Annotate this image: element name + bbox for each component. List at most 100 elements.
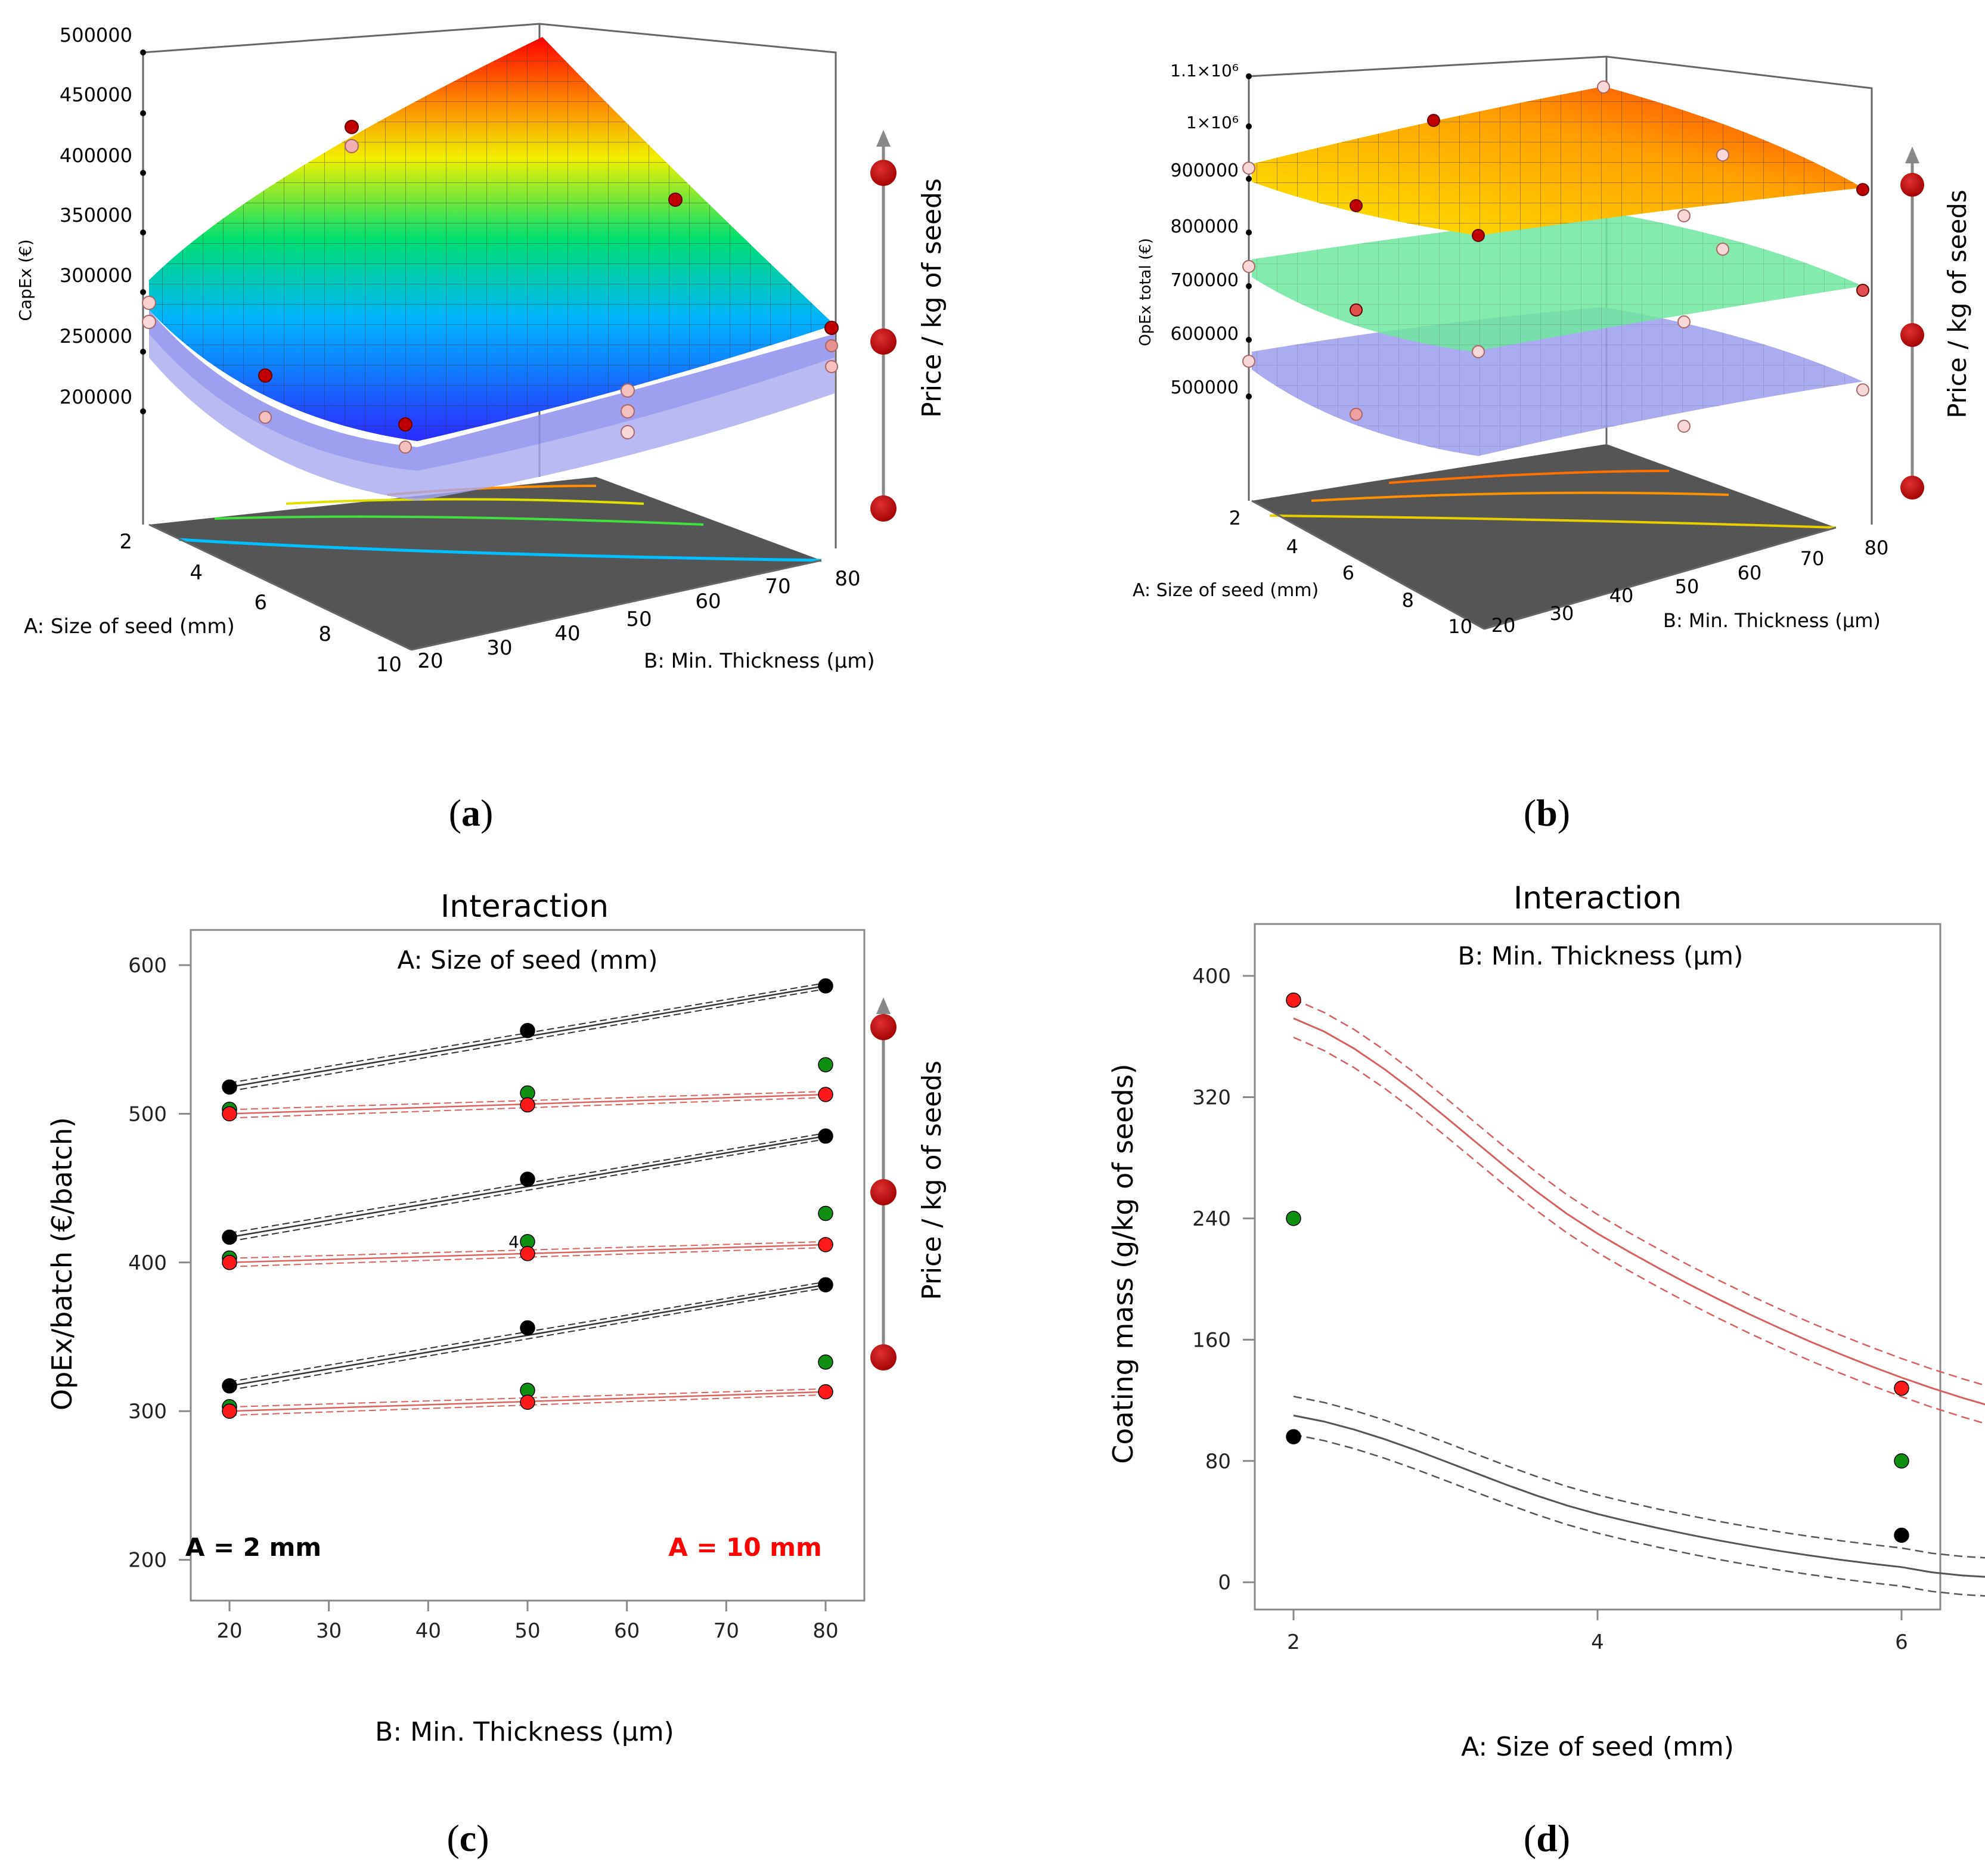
data-point bbox=[1286, 1211, 1301, 1226]
legend-a2: A = 2 mm bbox=[185, 1533, 321, 1562]
x-axis-label-a: A: Size of seed (mm) bbox=[24, 615, 235, 638]
panel-a: 500000 450000 400000 350000 300000 25000… bbox=[15, 23, 947, 834]
y-tick-label: 400 bbox=[128, 1251, 167, 1275]
marks-d bbox=[1286, 992, 1985, 1597]
data-point bbox=[1894, 1527, 1909, 1543]
chart-subtitle-c: A: Size of seed (mm) bbox=[397, 945, 657, 975]
panel-c: Interaction A: Size of seed (mm) 600 500 4… bbox=[46, 889, 947, 1859]
ci-curve bbox=[1293, 1434, 1985, 1597]
plot-a-frame bbox=[142, 23, 837, 548]
z-tick-label: 200000 bbox=[60, 386, 132, 408]
y-tick-label: 80 bbox=[1205, 1450, 1231, 1474]
price-legend-c: Price / kg of seeds bbox=[870, 997, 947, 1370]
caption-a: (a) bbox=[449, 792, 494, 834]
x-tick-label: 4 bbox=[1591, 1630, 1604, 1654]
y-tick-label: 40 bbox=[1609, 584, 1634, 607]
annotation-c: 4 bbox=[508, 1232, 519, 1252]
z-tick-label: 350000 bbox=[60, 204, 132, 227]
z-tick-label: 500000 bbox=[1170, 377, 1239, 398]
y-tick-label: 80 bbox=[835, 567, 860, 591]
design-points-a bbox=[142, 120, 839, 454]
x-tick-label: 2 bbox=[1287, 1630, 1300, 1654]
x-tick-label: 6 bbox=[1342, 562, 1354, 584]
y-tick-label: 0 bbox=[1218, 1571, 1231, 1595]
x-tick-label: 60 bbox=[614, 1619, 640, 1643]
y-tick-label: 500 bbox=[128, 1102, 167, 1126]
x-tick-label: 2 bbox=[1229, 507, 1241, 529]
z-tick-label: 400000 bbox=[60, 144, 132, 167]
z-axis-label-a: CapEx (€) bbox=[15, 239, 35, 321]
z-axis-label-b: OpEx total (€) bbox=[1137, 238, 1155, 346]
data-point bbox=[1894, 1380, 1909, 1396]
y-tick-label: 320 bbox=[1192, 1086, 1231, 1109]
data-point bbox=[818, 1057, 833, 1072]
y-tick-label: 30 bbox=[1550, 602, 1574, 625]
x-tick-label: 10 bbox=[376, 653, 402, 677]
data-point bbox=[818, 1205, 833, 1221]
data-point bbox=[818, 978, 833, 994]
price-marker bbox=[1900, 323, 1924, 347]
z-tick-label: 450000 bbox=[60, 83, 132, 106]
y-tick-label: 20 bbox=[417, 649, 443, 673]
data-point bbox=[1894, 1453, 1909, 1469]
price-marker bbox=[870, 1179, 897, 1205]
x-tick-label: 6 bbox=[1895, 1630, 1908, 1654]
chart-title-c: Interaction bbox=[441, 889, 609, 925]
chart-title-d: Interaction bbox=[1513, 880, 1682, 916]
x-axis-label-b: A: Size of seed (mm) bbox=[1133, 580, 1319, 601]
y-tick-label: 70 bbox=[765, 575, 790, 599]
y-tick-label: 240 bbox=[1192, 1207, 1231, 1231]
surface-a-mid bbox=[149, 310, 835, 471]
price-axis-label: Price / kg of seeds bbox=[1943, 190, 1972, 418]
y-axis-label-a: B: Min. Thickness (μm) bbox=[644, 649, 875, 673]
price-legend-a: Price / kg of seeds bbox=[870, 130, 947, 522]
y-axis-label-b: B: Min. Thickness (μm) bbox=[1663, 609, 1881, 632]
caption-d: (d) bbox=[1524, 1817, 1570, 1859]
data-point bbox=[520, 1246, 535, 1261]
x-axis-label-c: B: Min. Thickness (μm) bbox=[375, 1717, 674, 1747]
y-tick-label: 50 bbox=[626, 607, 652, 631]
z-tick-label: 500000 bbox=[60, 24, 132, 46]
ci-line bbox=[229, 1388, 826, 1408]
ci-line bbox=[229, 988, 826, 1092]
ci-curve bbox=[1293, 999, 1985, 1387]
x-tick-label: 8 bbox=[318, 622, 331, 646]
x-tick-label: 50 bbox=[514, 1619, 540, 1643]
data-point bbox=[520, 1171, 535, 1187]
ci-line bbox=[229, 1394, 826, 1416]
ci-line bbox=[229, 1090, 826, 1111]
x-tick-label: 6 bbox=[254, 591, 267, 615]
legend-a10: A = 10 mm bbox=[668, 1533, 822, 1562]
z-tick-label: 1×10⁶ bbox=[1186, 113, 1239, 132]
axes-d: 400320240160800246810 bbox=[1192, 965, 1908, 1654]
z-ticks-b: 1.1×10⁶ 1×10⁶ 900000 800000 700000 60000… bbox=[1170, 61, 1252, 399]
y-axis-label-d: Coating mass (g/kg of seeds) bbox=[1107, 1063, 1139, 1464]
panel-b: 1.1×10⁶ 1×10⁶ 900000 800000 700000 60000… bbox=[1133, 55, 1972, 834]
floor-b bbox=[1252, 444, 1836, 629]
z-tick-label: 1.1×10⁶ bbox=[1170, 61, 1239, 80]
data-point bbox=[520, 1320, 535, 1336]
z-tick-label: 300000 bbox=[60, 264, 132, 287]
ci-curve bbox=[1293, 1396, 1985, 1559]
fit-curve bbox=[1293, 1017, 1985, 1406]
x-tick-label: 30 bbox=[316, 1619, 342, 1643]
axes-c: 600 500 400 300 200 20 30 40 50 60 70 80 bbox=[128, 954, 839, 1643]
data-point bbox=[222, 1079, 237, 1095]
y-tick-label: 60 bbox=[695, 590, 721, 613]
y-tick-label: 60 bbox=[1738, 562, 1762, 584]
y-tick-label: 600 bbox=[128, 954, 167, 978]
data-point bbox=[222, 1255, 237, 1270]
z-tick-label: 600000 bbox=[1170, 324, 1239, 345]
x-tick-label: 80 bbox=[812, 1619, 838, 1643]
plot-b-frame bbox=[1248, 55, 1873, 525]
design-points-b bbox=[1242, 80, 1869, 433]
y-tick-label: 80 bbox=[1865, 537, 1889, 559]
x-tick-label: 2 bbox=[119, 530, 132, 554]
x-tick-label: 4 bbox=[1286, 535, 1298, 558]
z-tick-label: 700000 bbox=[1170, 270, 1239, 291]
x-tick-label: 20 bbox=[216, 1619, 242, 1643]
ci-line bbox=[229, 1096, 826, 1119]
z-tick-label: 250000 bbox=[60, 325, 132, 348]
data-point bbox=[520, 1097, 535, 1113]
price-marker bbox=[870, 1344, 897, 1370]
